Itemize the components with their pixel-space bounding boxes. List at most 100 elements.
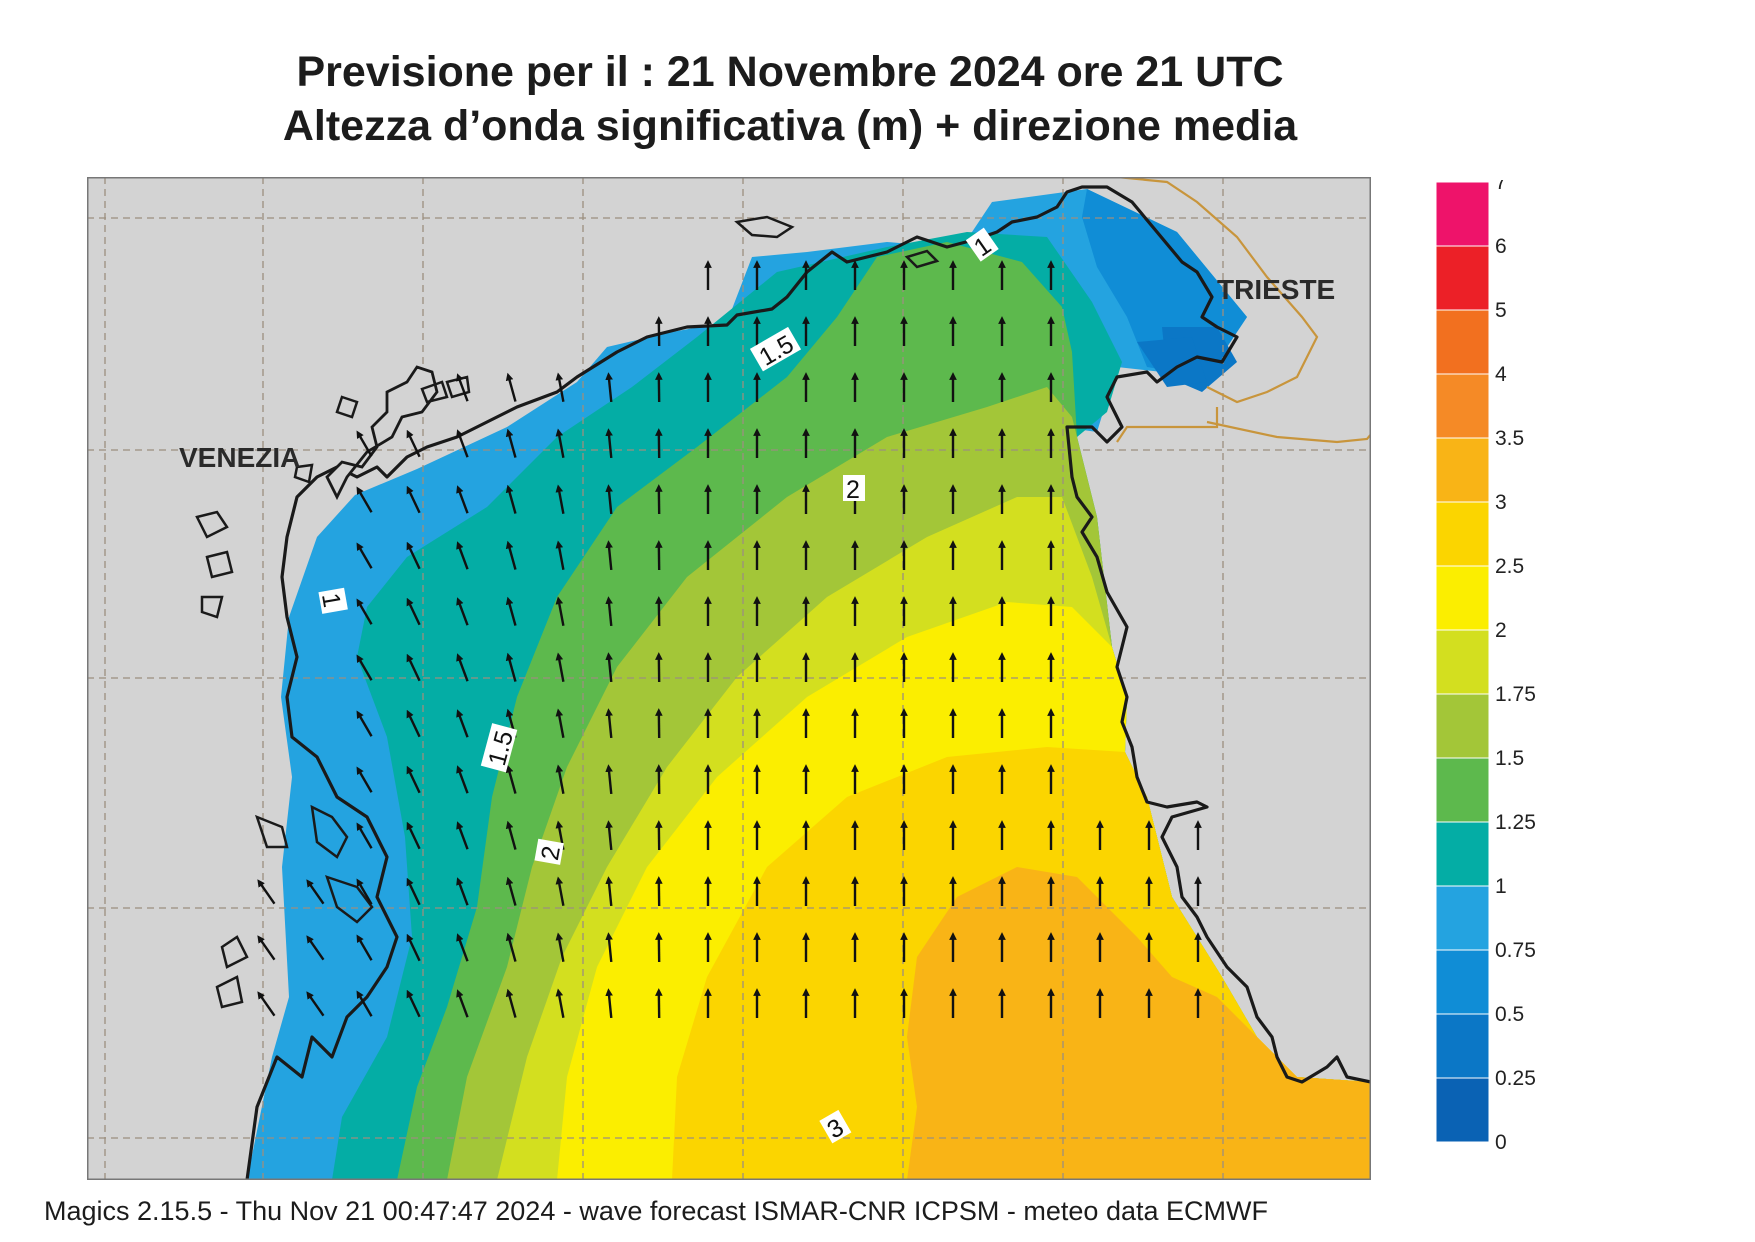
- colorbar-label: 1.25: [1495, 811, 1536, 834]
- colorbar-box: [1435, 821, 1490, 887]
- direction-arrow: [555, 596, 565, 626]
- direction-arrow: [356, 822, 373, 849]
- direction-arrow: [406, 653, 421, 682]
- direction-arrow: [555, 764, 565, 794]
- direction-arrow: [505, 876, 517, 906]
- direction-arrow: [605, 652, 613, 683]
- direction-arrow: [505, 764, 517, 794]
- direction-arrow: [356, 878, 373, 905]
- colorbar-box: [1435, 693, 1490, 759]
- direction-arrow: [257, 879, 276, 905]
- direction-arrow: [356, 598, 373, 625]
- colorbar-box: [1435, 245, 1490, 311]
- colorbar-box: [1435, 949, 1490, 1015]
- colorbar-box: [1435, 437, 1490, 503]
- direction-arrow: [456, 933, 469, 962]
- direction-arrow: [456, 373, 469, 402]
- graticule: [87, 177, 1371, 1180]
- direction-arrow: [505, 820, 517, 850]
- direction-arrow: [306, 935, 325, 961]
- direction-arrow: [356, 542, 373, 569]
- colorbar-label: 0.5: [1495, 1003, 1524, 1026]
- direction-arrow: [406, 989, 421, 1018]
- direction-arrow: [605, 988, 613, 1019]
- direction-arrow: [406, 765, 421, 794]
- colorbar-legend: 0 0.25 0.5 0.75 1 1.25 1.5 1.75 2 2.5 3 3.5 4 5 6 7: [1435, 180, 1536, 1154]
- colorbar-box: [1435, 309, 1490, 375]
- direction-arrow: [456, 541, 469, 570]
- direction-arrow: [406, 933, 421, 962]
- direction-arrow: [555, 540, 565, 570]
- direction-arrow: [456, 709, 469, 738]
- contour-label-2-north: 2: [843, 475, 865, 504]
- colorbar-label: 3.5: [1495, 427, 1524, 450]
- direction-arrow: [605, 484, 613, 515]
- direction-arrow: [356, 934, 373, 961]
- place-label-venezia: VENEZIA: [179, 442, 300, 473]
- direction-arrow: [257, 991, 276, 1017]
- colorbar-label: 1: [1495, 875, 1507, 898]
- direction-arrow: [605, 708, 613, 739]
- direction-arrow: [406, 429, 421, 458]
- direction-arrow: [356, 654, 373, 681]
- direction-arrow: [505, 652, 517, 682]
- colorbar-box: [1435, 885, 1490, 951]
- direction-arrow: [505, 988, 517, 1018]
- title-line-1: Previsione per il : 21 Novembre 2024 ore…: [296, 48, 1284, 96]
- svg-text:1: 1: [316, 591, 346, 610]
- direction-arrow: [555, 428, 565, 458]
- colorbar-label: 0.75: [1495, 939, 1536, 962]
- direction-arrow: [605, 764, 613, 795]
- lagoon-north: [734, 215, 940, 269]
- direction-arrow: [456, 821, 469, 850]
- direction-arrow: [555, 652, 565, 682]
- direction-arrow: [456, 485, 469, 514]
- colorbar-label: 1.5: [1495, 747, 1524, 770]
- colorbar-box: [1435, 501, 1490, 567]
- colorbar-label: 0: [1495, 1131, 1507, 1154]
- colorbar-label: 2: [1495, 619, 1507, 642]
- svg-text:2: 2: [536, 844, 566, 863]
- colorbar-label: 3: [1495, 491, 1507, 514]
- direction-arrow: [605, 932, 613, 963]
- direction-arrow: [505, 596, 517, 626]
- venice-islands: [195, 375, 471, 1009]
- direction-arrow: [505, 428, 517, 458]
- colorbar-box: [1435, 629, 1490, 695]
- direction-arrow: [505, 932, 517, 962]
- colorbar-label: 7: [1495, 180, 1507, 194]
- direction-arrow: [605, 596, 613, 627]
- delta-lobes: [254, 804, 374, 924]
- contour-label-2-west: 2: [534, 838, 566, 865]
- direction-arrow: [505, 372, 517, 402]
- direction-arrow: [306, 991, 325, 1017]
- direction-arrow: [605, 428, 613, 459]
- direction-arrow: [555, 932, 565, 962]
- direction-arrow: [257, 935, 276, 961]
- lagoon-islands: [325, 365, 439, 501]
- colorbar-box: [1435, 373, 1490, 439]
- place-label-trieste: TRIESTE: [1217, 274, 1335, 305]
- direction-arrow: [605, 876, 613, 907]
- wave-direction-arrows: [257, 260, 1202, 1019]
- direction-arrow: [456, 653, 469, 682]
- colorbar-box: [1435, 757, 1490, 823]
- colorbar-box: [1435, 1077, 1490, 1143]
- contour-label-1.5-west: 1.5: [480, 723, 519, 773]
- title-line-2: Altezza d’onda significativa (m) + direz…: [282, 102, 1298, 150]
- direction-arrow: [406, 877, 421, 906]
- colorbar-labels: 0 0.25 0.5 0.75 1 1.25 1.5 1.75 2 2.5 3 3.5 4 5 6 7: [1495, 180, 1536, 1154]
- direction-arrow: [605, 372, 613, 403]
- colorbar-label: 5: [1495, 299, 1507, 322]
- colorbar-label: 1.75: [1495, 683, 1536, 706]
- direction-arrow: [406, 709, 421, 738]
- svg-text:2: 2: [846, 476, 860, 504]
- colorbar-label: 2.5: [1495, 555, 1524, 578]
- colorbar-label: 4: [1495, 363, 1507, 386]
- wave-height-map: 1 1.5 2 1 1.5 2 3 VENEZIA TRIESTE: [87, 177, 1371, 1180]
- direction-arrow: [356, 486, 373, 513]
- footer-credits: Magics 2.15.5 - Thu Nov 21 00:47:47 2024…: [44, 1196, 1268, 1226]
- direction-arrow: [356, 430, 373, 457]
- direction-arrow: [456, 597, 469, 626]
- direction-arrow: [356, 766, 373, 793]
